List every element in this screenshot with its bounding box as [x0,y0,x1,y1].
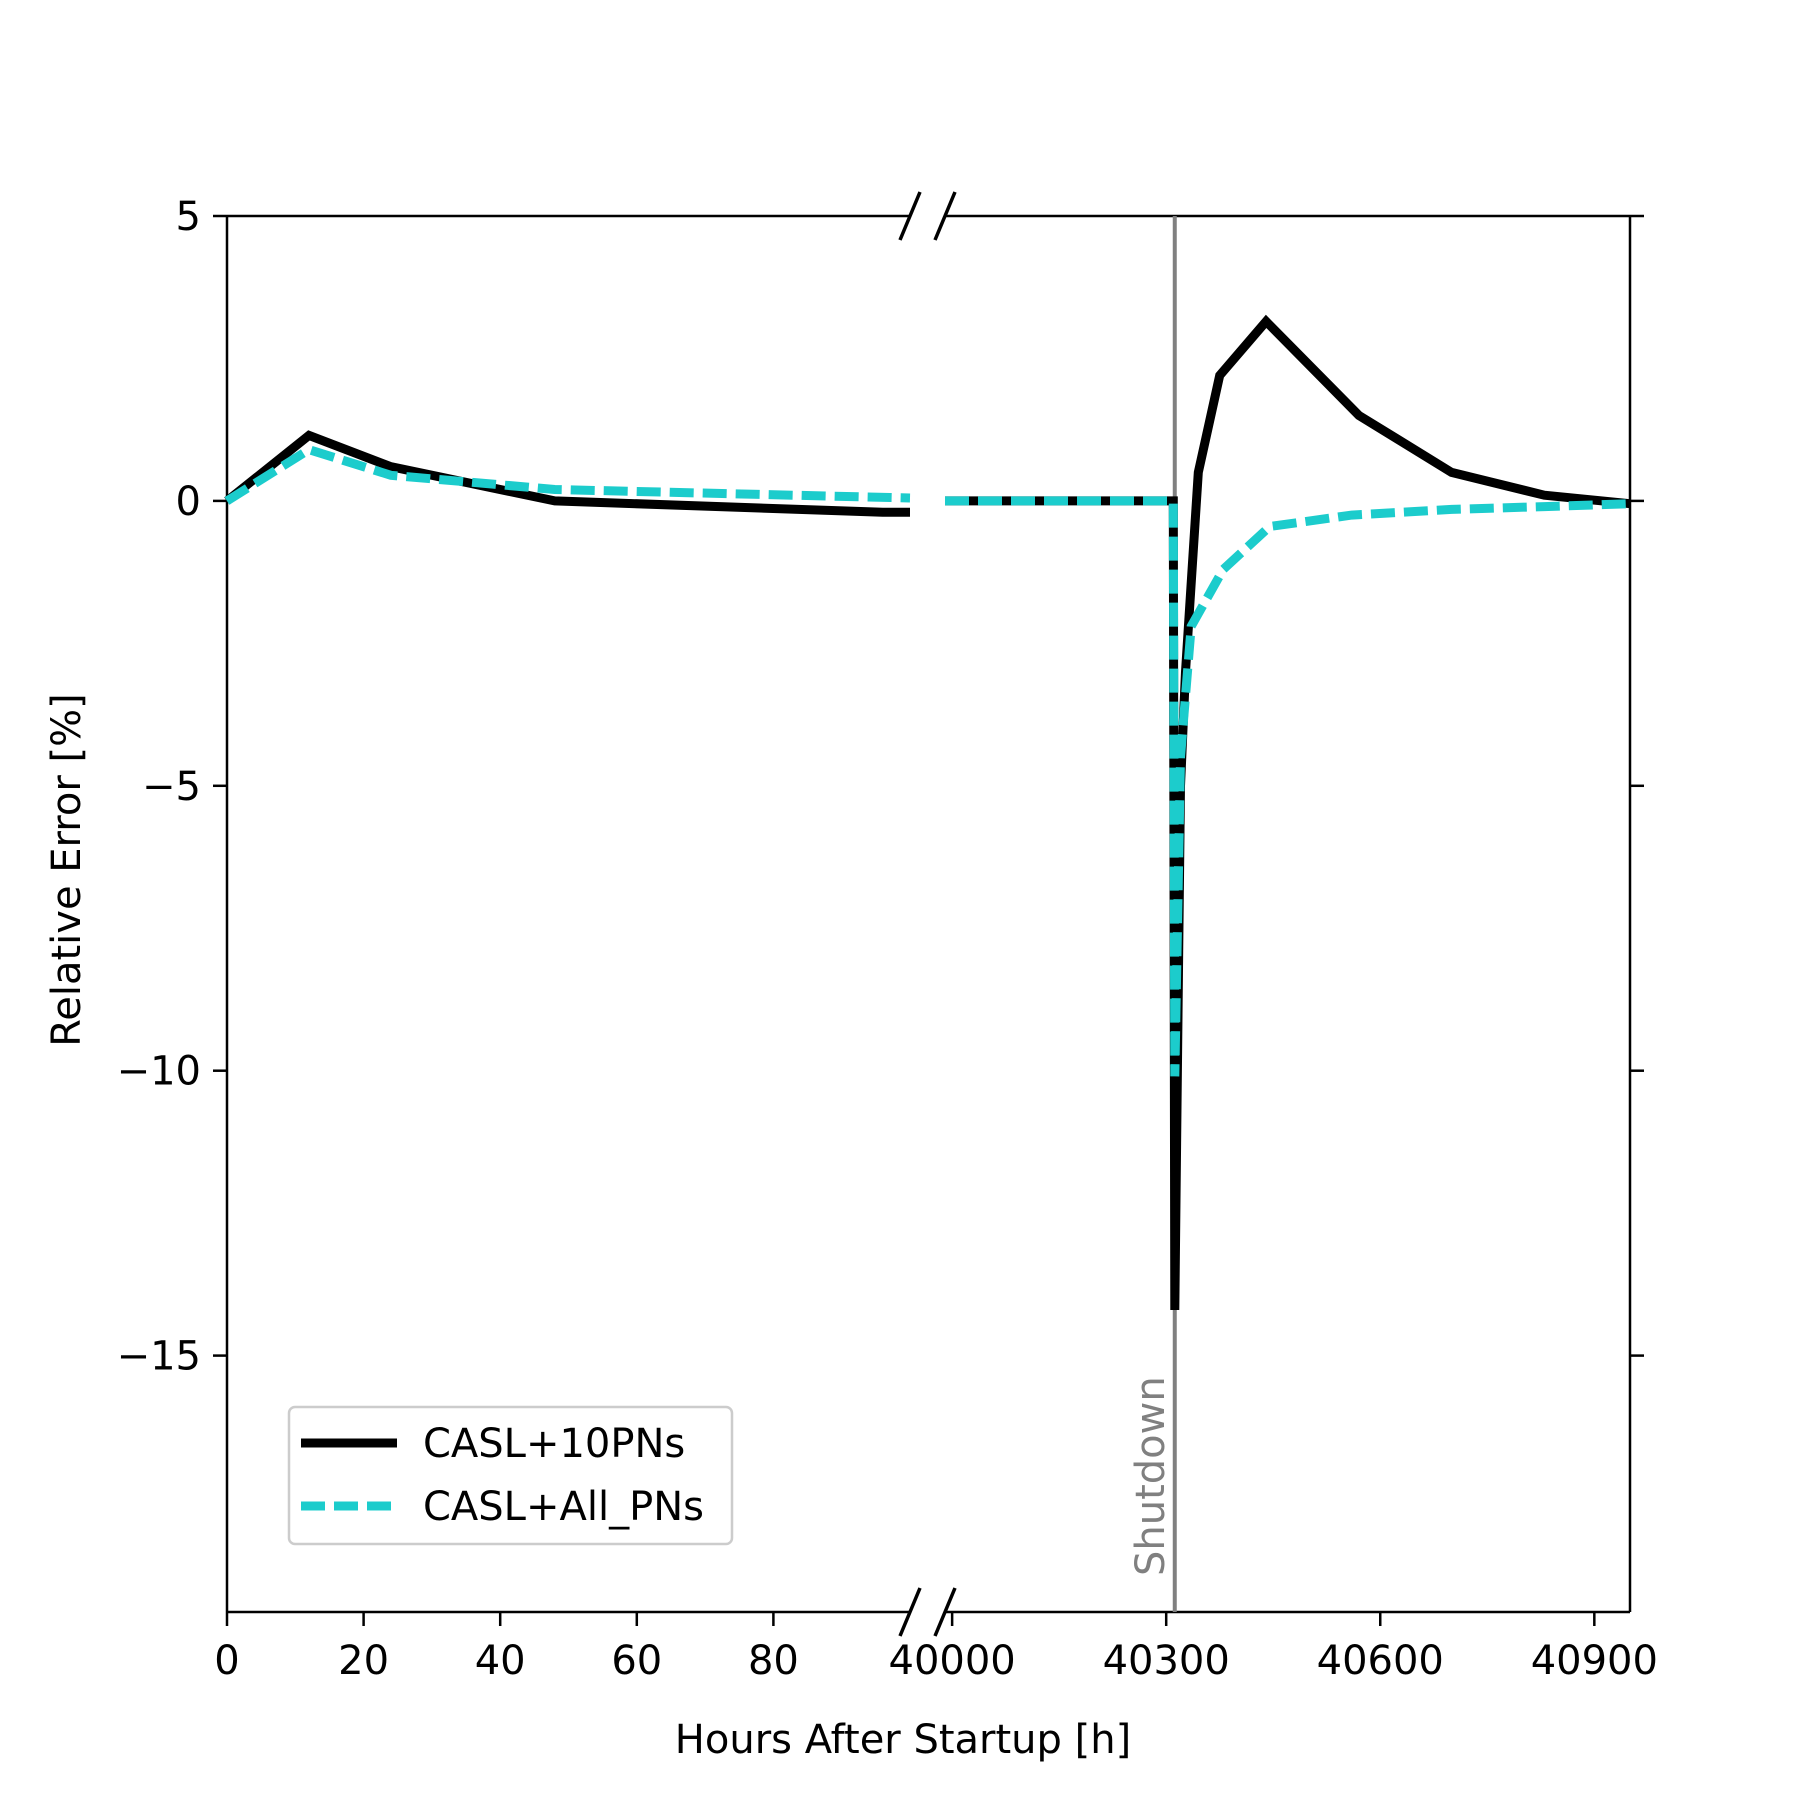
y-tick-label: 5 [176,194,201,240]
y-tick-label: 0 [176,479,201,525]
y-tick-label: −15 [117,1334,201,1380]
x-tick-label: 40000 [889,1638,1016,1684]
legend-label-casl-all-pns: CASL+All_PNs [423,1484,704,1530]
x-tick-label: 40 [475,1638,526,1684]
axes-layer: 5 0 −5 −10 −15 0 20 40 60 80 40000 40300 40600 40900 S… [117,191,1658,1684]
y-axis-title: Relative Error [%] [44,693,90,1046]
axis-break-mark-0-0 [898,191,922,241]
series-line-1-segment-0 [224,444,911,505]
x-tick-label: 40900 [1531,1638,1658,1684]
series-layer [224,314,1631,1311]
axis-break-mark-1-0 [898,1587,922,1637]
x-tick-label: 40300 [1103,1638,1230,1684]
x-tick-label: 80 [748,1638,799,1684]
x-tick-label: 20 [338,1638,389,1684]
shutdown-label: Shutdown [1128,1376,1174,1576]
x-tick-label: 40600 [1317,1638,1444,1684]
x-tick-label: 60 [611,1638,662,1684]
legend-label-casl-10pns: CASL+10PNs [423,1421,685,1467]
y-tick-label: −10 [117,1049,201,1095]
series-line-0-segment-0 [224,430,910,517]
y-tick-label: −5 [142,764,201,810]
series-line-0-segment-1 [945,314,1631,1311]
x-axis-title: Hours After Startup [h] [675,1717,1131,1763]
labels-layer: Hours After Startup [h] Relative Error [… [44,693,1131,1763]
series-line-1-segment-1 [945,496,1631,1077]
axis-break-mark-0-1 [933,191,957,241]
legend-frame [287,1405,734,1546]
axis-break-mark-1-1 [933,1587,957,1637]
x-tick-label: 0 [214,1638,239,1684]
legend: CASL+10PNs CASL+All_PNs [287,1405,734,1546]
